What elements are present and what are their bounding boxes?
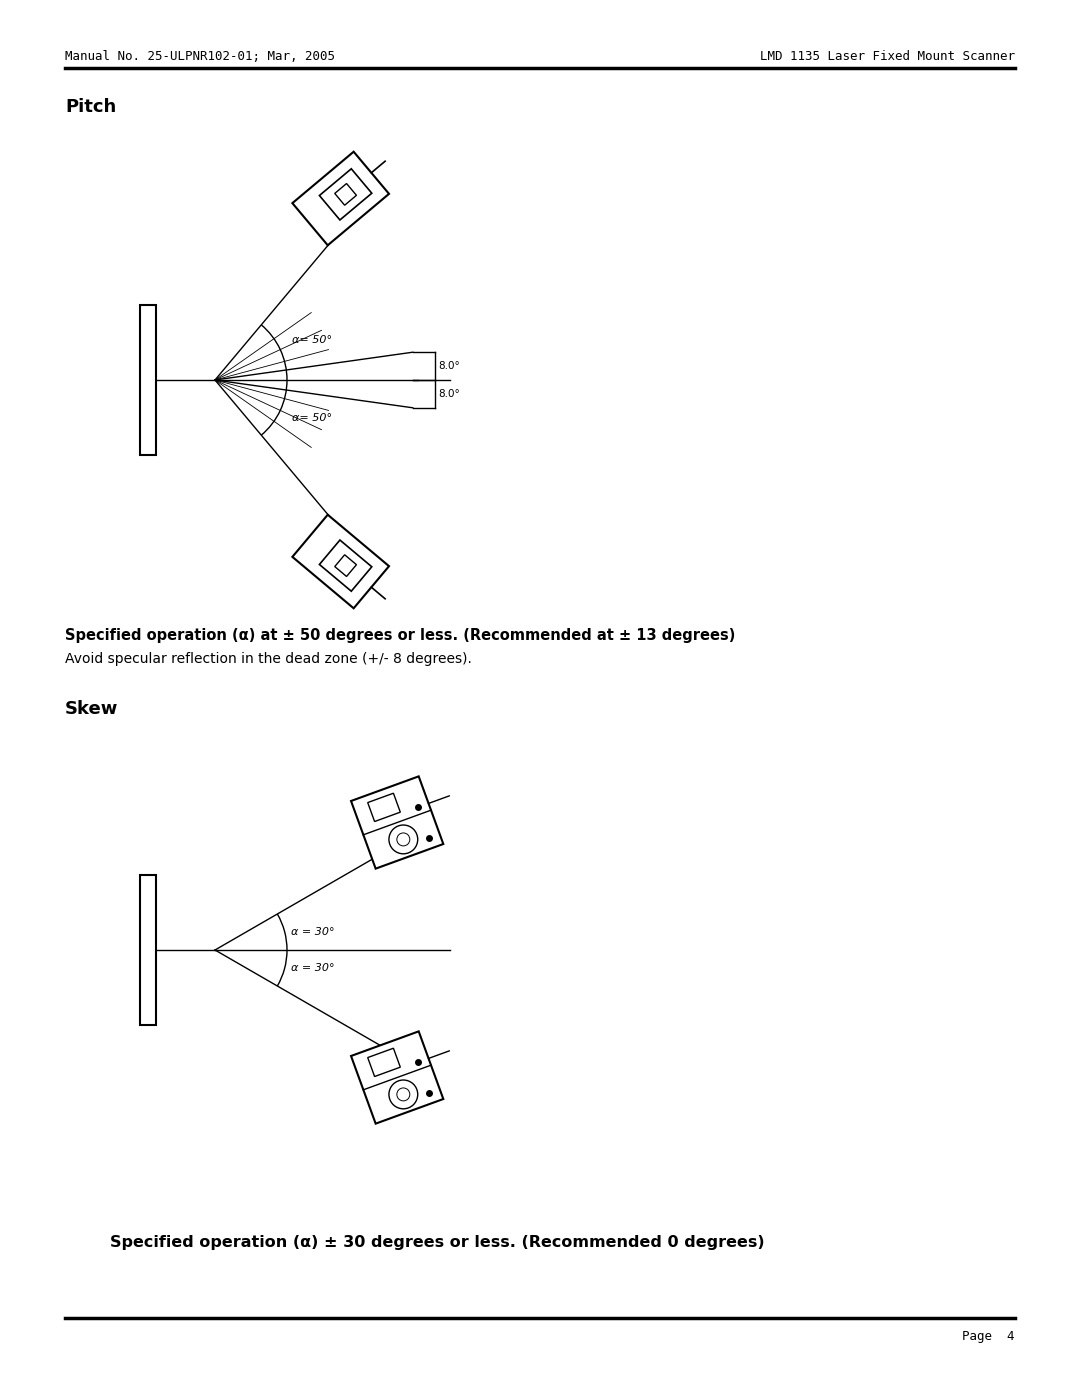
Polygon shape bbox=[320, 541, 372, 591]
Polygon shape bbox=[351, 777, 443, 869]
Text: 8.0°: 8.0° bbox=[437, 360, 460, 372]
Text: 8.0°: 8.0° bbox=[437, 388, 460, 400]
Polygon shape bbox=[367, 1048, 401, 1077]
Polygon shape bbox=[293, 514, 389, 608]
Text: Pitch: Pitch bbox=[65, 98, 117, 116]
Text: α = 30°: α = 30° bbox=[291, 928, 335, 937]
Text: Page  4: Page 4 bbox=[962, 1330, 1015, 1343]
Polygon shape bbox=[335, 183, 356, 205]
Bar bbox=[140, 305, 156, 455]
Polygon shape bbox=[367, 793, 401, 821]
Bar bbox=[140, 875, 156, 1025]
Text: Skew: Skew bbox=[65, 700, 119, 718]
Text: Specified operation (α) ± 30 degrees or less. (Recommended 0 degrees): Specified operation (α) ± 30 degrees or … bbox=[110, 1235, 765, 1250]
Polygon shape bbox=[293, 152, 389, 246]
Polygon shape bbox=[320, 169, 372, 219]
Polygon shape bbox=[351, 1031, 443, 1123]
Text: α = 30°: α = 30° bbox=[291, 963, 335, 972]
Polygon shape bbox=[335, 555, 356, 577]
Text: α= 50°: α= 50° bbox=[292, 414, 333, 423]
Text: Manual No. 25-ULPNR102-01; Mar, 2005: Manual No. 25-ULPNR102-01; Mar, 2005 bbox=[65, 50, 335, 63]
Text: Avoid specular reflection in the dead zone (+/- 8 degrees).: Avoid specular reflection in the dead zo… bbox=[65, 652, 472, 666]
Text: Specified operation (α) at ± 50 degrees or less. (Recommended at ± 13 degrees): Specified operation (α) at ± 50 degrees … bbox=[65, 629, 735, 643]
Circle shape bbox=[389, 826, 418, 854]
Text: LMD 1135 Laser Fixed Mount Scanner: LMD 1135 Laser Fixed Mount Scanner bbox=[760, 50, 1015, 63]
Text: α= 50°: α= 50° bbox=[292, 335, 333, 345]
Circle shape bbox=[389, 1080, 418, 1109]
